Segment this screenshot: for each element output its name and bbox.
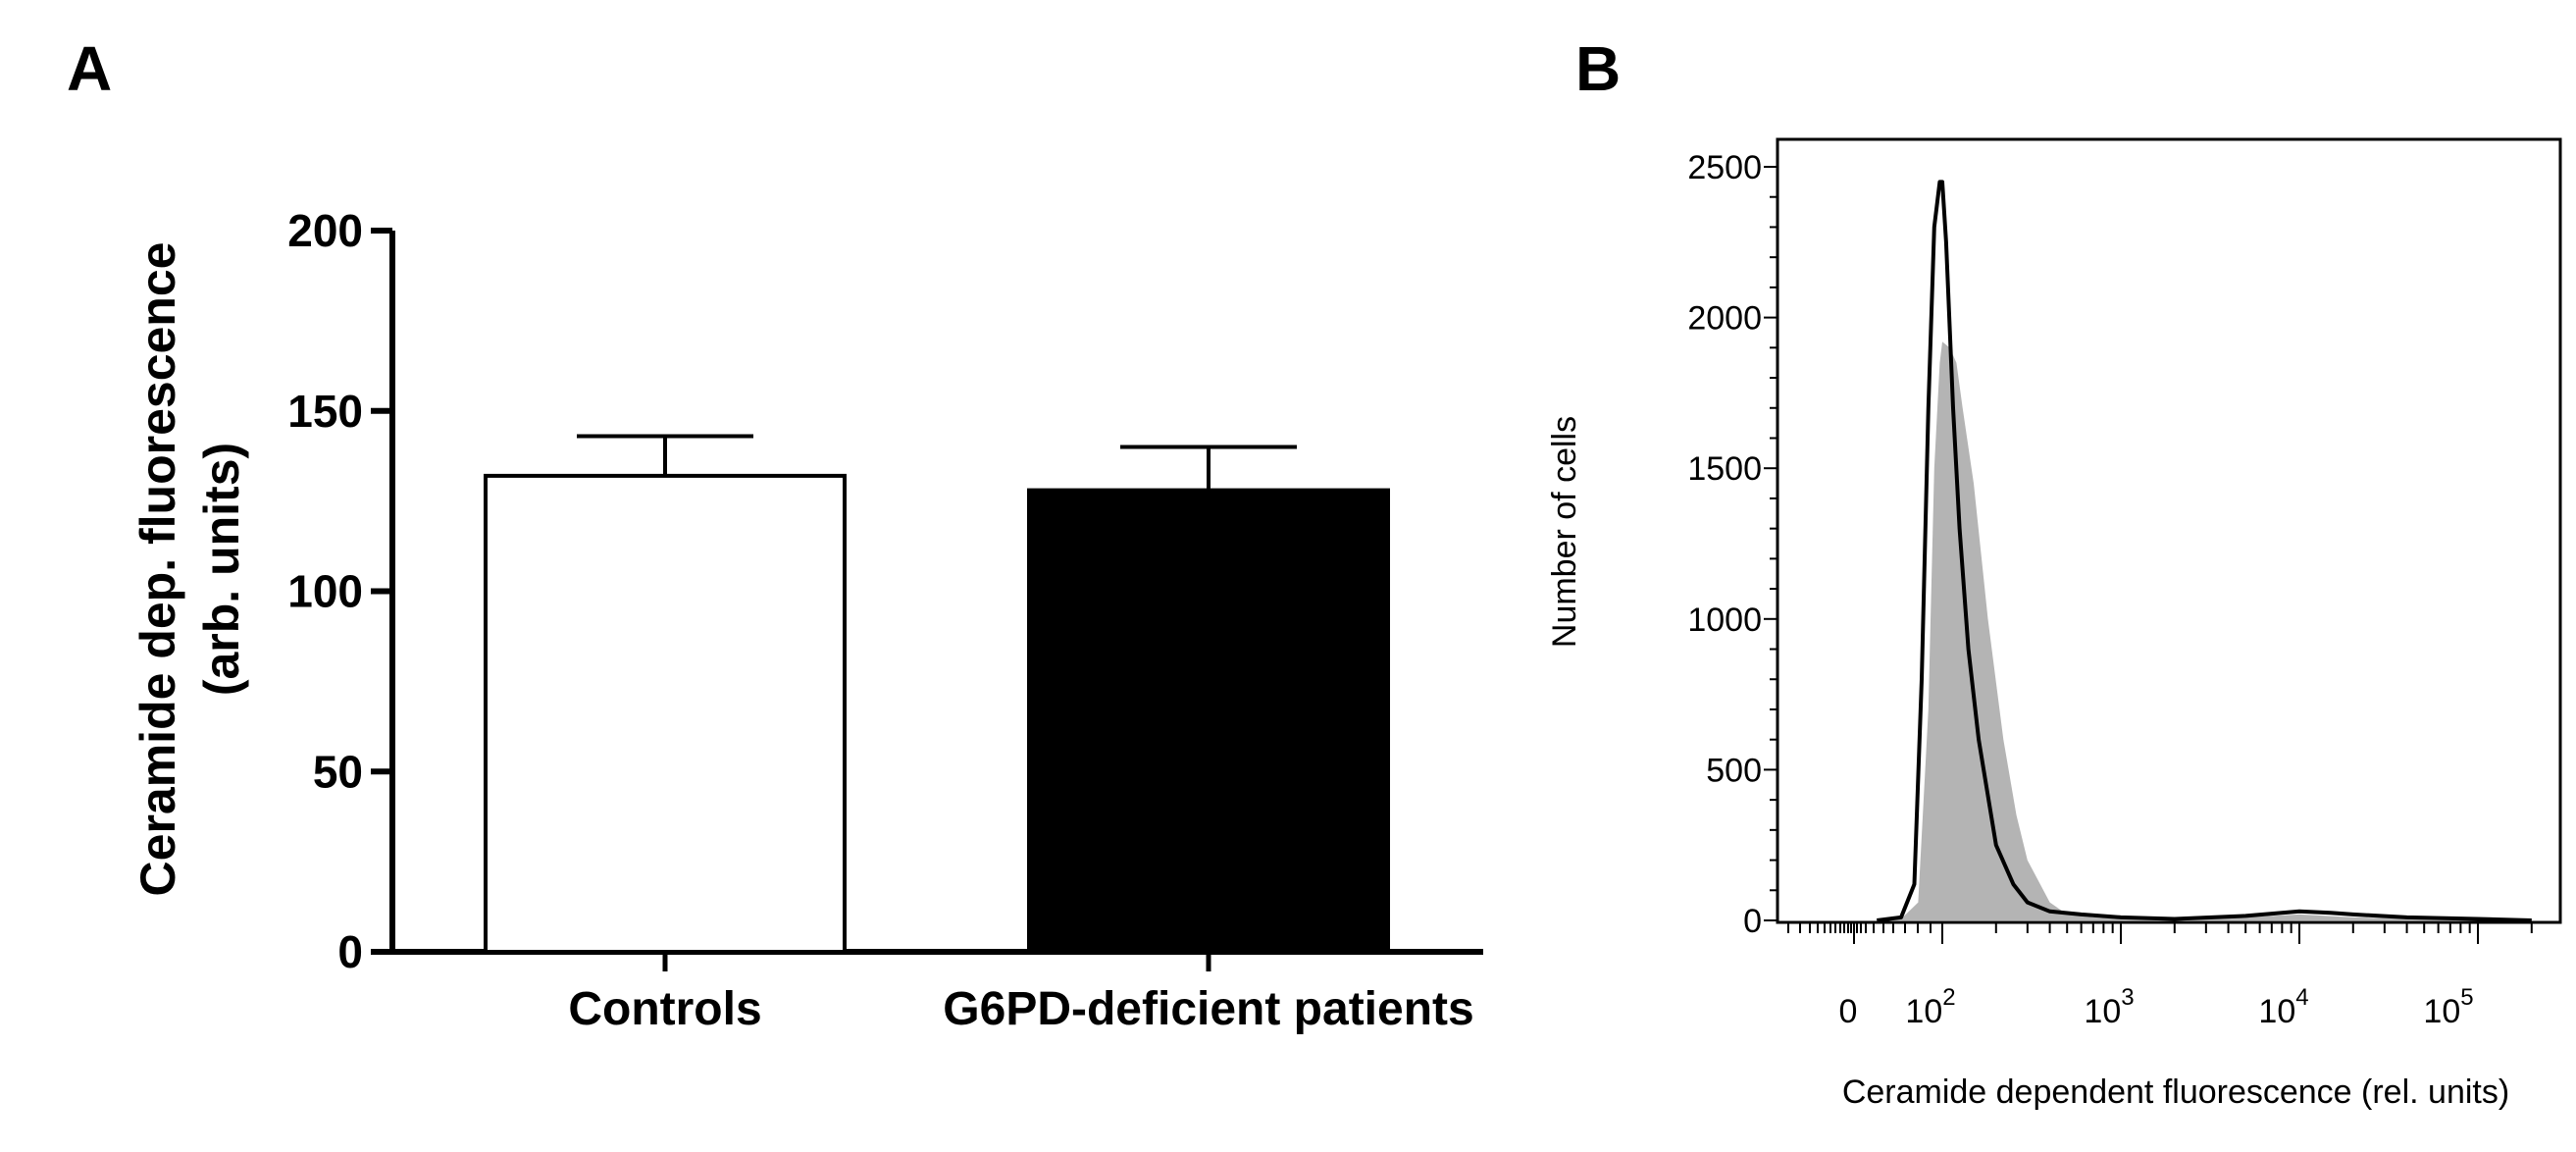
- panel-b-xtick-label: 104: [2258, 984, 2308, 1030]
- panel-b-xtick-label: 103: [2084, 984, 2134, 1030]
- panel-b-xtick-label: 0: [1839, 993, 1858, 1030]
- panel-a-ytick-label: 200: [287, 205, 363, 256]
- panel-b-xtick-label: 105: [2423, 984, 2473, 1030]
- panel-a-category-label: Controls: [568, 983, 761, 1035]
- panel-b-ytick-label: 500: [1706, 752, 1762, 789]
- panel-b-series-gray-histogram: [1877, 341, 2532, 920]
- panel-a-ylabel-line2: (arb. units): [194, 443, 249, 696]
- panel-b-xtick-label: 102: [1905, 984, 1955, 1030]
- panel-a-bar: [1027, 488, 1390, 954]
- panel-a-ylabel-line1: Ceramide dep. fluorescence: [130, 242, 185, 897]
- panel-a-plot-area: 0 50 100 150 200 Controls G6PD-deficient patie…: [287, 205, 1483, 1035]
- panel-b-ytick-label: 2000: [1687, 300, 1762, 338]
- panel-a: A Ceramide dep. fluorescence (arb. units…: [67, 33, 1483, 1035]
- panel-b-ytick-label: 0: [1743, 903, 1762, 940]
- panel-b-xlabel: Ceramide dependent fluorescence (rel. un…: [1842, 1073, 2509, 1111]
- panel-b-label: B: [1575, 33, 1621, 104]
- panel-a-ytick-label: 150: [287, 386, 363, 437]
- panel-b-frame: [1776, 137, 2562, 924]
- panel-b: B Number of cells Ceramide dependent flu…: [1546, 33, 2562, 1111]
- panel-b-ylabel: Number of cells: [1546, 416, 1583, 648]
- panel-a-bar: [484, 473, 847, 954]
- panel-a-label: A: [67, 33, 112, 104]
- panel-a-category-label: G6PD-deficient patients: [943, 983, 1473, 1035]
- panel-b-series-black-histogram: [1877, 180, 2532, 922]
- panel-a-ytick-label: 0: [337, 926, 363, 977]
- panel-a-ylabel: Ceramide dep. fluorescence (arb. units): [130, 242, 249, 897]
- panel-b-plot-area: 0 500 1000 1500 2000 2500 0 102 103 104 105: [1687, 137, 2562, 1030]
- panel-a-ytick-label: 100: [287, 566, 363, 617]
- panel-b-ytick-label: 2500: [1687, 149, 1762, 186]
- panel-b-ytick-label: 1000: [1687, 602, 1762, 639]
- panel-a-ytick-label: 50: [313, 746, 363, 797]
- panel-b-ytick-label: 1500: [1687, 450, 1762, 488]
